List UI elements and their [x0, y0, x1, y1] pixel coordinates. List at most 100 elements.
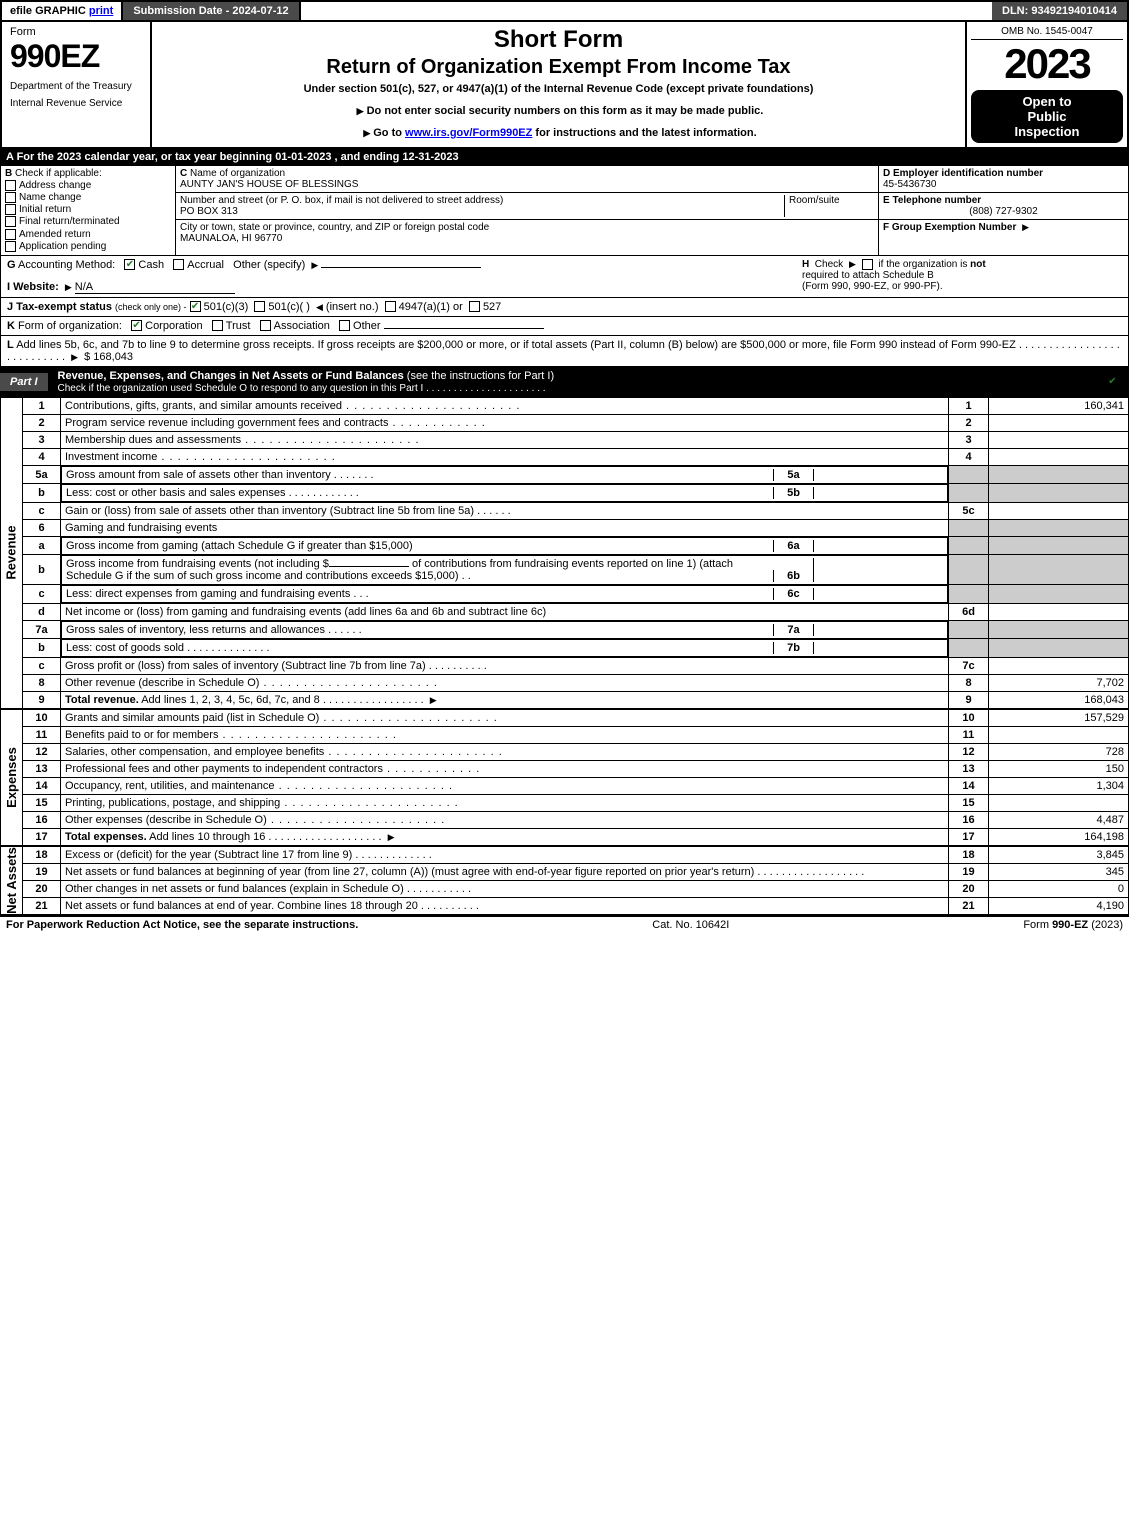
net-assets-section: Net Assets 18Excess or (deficit) for the…: [0, 846, 1129, 915]
other-specify-input[interactable]: [321, 267, 481, 268]
line-20: 20Other changes in net assets or fund ba…: [23, 880, 1129, 897]
header-center: Short Form Return of Organization Exempt…: [152, 22, 967, 147]
line-6a: aGross income from gaming (attach Schedu…: [23, 536, 1129, 555]
org-name-row: C Name of organization AUNTY JAN'S HOUSE…: [176, 166, 878, 193]
footer-left: For Paperwork Reduction Act Notice, see …: [6, 919, 358, 931]
line-7c: cGross profit or (loss) from sales of in…: [23, 657, 1129, 674]
line-1: 1Contributions, gifts, grants, and simil…: [23, 397, 1129, 414]
expenses-section: Expenses 10Grants and similar amounts pa…: [0, 709, 1129, 846]
line-8: 8Other revenue (describe in Schedule O)8…: [23, 674, 1129, 691]
inspection-badge: Open to Public Inspection: [971, 90, 1123, 143]
form-label: Form: [10, 26, 146, 38]
chk-501c[interactable]: [254, 301, 265, 312]
top-bar-left: efile GRAPHIC print Submission Date - 20…: [2, 2, 301, 20]
chk-schedule-o[interactable]: [1107, 376, 1118, 387]
chk-4947[interactable]: [385, 301, 396, 312]
chk-initial-return[interactable]: Initial return: [5, 204, 171, 215]
part-1-title: Revenue, Expenses, and Changes in Net As…: [58, 367, 1099, 397]
chk-schedule-b[interactable]: [862, 259, 873, 270]
expenses-side-label: Expenses: [0, 709, 22, 846]
line-17: 17Total expenses. Add lines 10 through 1…: [23, 828, 1129, 845]
line-21: 21Net assets or fund balances at end of …: [23, 897, 1129, 914]
subtitle: Under section 501(c), 527, or 4947(a)(1)…: [162, 83, 955, 95]
line-7a: 7aGross sales of inventory, less returns…: [23, 620, 1129, 639]
room-suite: Room/suite: [784, 195, 874, 217]
phone: (808) 727-9302: [883, 206, 1124, 217]
row-l: L Add lines 5b, 6c, and 7b to line 9 to …: [0, 336, 1129, 367]
line-6d: dNet income or (loss) from gaming and fu…: [23, 603, 1129, 620]
chk-other-org[interactable]: [339, 320, 350, 331]
chk-trust[interactable]: [212, 320, 223, 331]
line-6c: cLess: direct expenses from gaming and f…: [23, 585, 1129, 604]
chk-accrual[interactable]: [173, 259, 184, 270]
note-ssn: Do not enter social security numbers on …: [162, 105, 955, 117]
chk-cash[interactable]: [124, 259, 135, 270]
omb-number: OMB No. 1545-0047: [971, 26, 1123, 40]
revenue-side-label: Revenue: [0, 397, 22, 709]
chk-amended[interactable]: Amended return: [5, 229, 171, 240]
line-5b: bLess: cost or other basis and sales exp…: [23, 484, 1129, 503]
line-14: 14Occupancy, rent, utilities, and mainte…: [23, 777, 1129, 794]
po-box: PO BOX 313: [180, 206, 238, 217]
line-12: 12Salaries, other compensation, and empl…: [23, 743, 1129, 760]
chk-527[interactable]: [469, 301, 480, 312]
line-9: 9Total revenue. Add lines 1, 2, 3, 4, 5c…: [23, 691, 1129, 708]
line-4: 4Investment income4: [23, 448, 1129, 465]
tax-year: 2023: [971, 40, 1123, 88]
gross-receipts: $ 168,043: [84, 351, 133, 363]
page-footer: For Paperwork Reduction Act Notice, see …: [0, 915, 1129, 933]
chk-app-pending[interactable]: Application pending: [5, 241, 171, 252]
line-5c: cGain or (loss) from sale of assets othe…: [23, 502, 1129, 519]
chk-address-change[interactable]: Address change: [5, 180, 171, 191]
line-11: 11Benefits paid to or for members11: [23, 726, 1129, 743]
column-c: C Name of organization AUNTY JAN'S HOUSE…: [176, 166, 878, 255]
submission-date: Submission Date - 2024-07-12: [123, 2, 300, 20]
dept-irs: Internal Revenue Service: [10, 98, 146, 109]
chk-corporation[interactable]: [131, 320, 142, 331]
row-g-h: G Accounting Method: Cash Accrual Other …: [0, 256, 1129, 298]
line-16: 16Other expenses (describe in Schedule O…: [23, 811, 1129, 828]
part-1-tab: Part I: [0, 373, 48, 391]
form-number: 990EZ: [10, 38, 146, 75]
part-1-header: Part I Revenue, Expenses, and Changes in…: [0, 367, 1129, 397]
chk-association[interactable]: [260, 320, 271, 331]
note-instructions: Go to www.irs.gov/Form990EZ for instruct…: [162, 127, 955, 139]
footer-center: Cat. No. 10642I: [652, 919, 729, 931]
line-3: 3Membership dues and assessments3: [23, 431, 1129, 448]
expenses-table: 10Grants and similar amounts paid (list …: [22, 709, 1129, 846]
revenue-section: Revenue 1Contributions, gifts, grants, a…: [0, 397, 1129, 709]
city-row: City or town, state or province, country…: [176, 220, 878, 246]
dln-label: DLN: 93492194010414: [992, 2, 1127, 20]
chk-501c3[interactable]: [190, 301, 201, 312]
line-15: 15Printing, publications, postage, and s…: [23, 794, 1129, 811]
phone-cell: E Telephone number (808) 727-9302: [879, 193, 1128, 220]
top-bar: efile GRAPHIC print Submission Date - 20…: [0, 0, 1129, 22]
line-6: 6Gaming and fundraising events: [23, 519, 1129, 536]
line-19: 19Net assets or fund balances at beginni…: [23, 863, 1129, 880]
chk-final-return[interactable]: Final return/terminated: [5, 216, 171, 227]
dept-treasury: Department of the Treasury: [10, 81, 146, 92]
net-assets-table: 18Excess or (deficit) for the year (Subt…: [22, 846, 1129, 915]
group-exemption-cell: F Group Exemption Number: [879, 220, 1128, 235]
row-k: K Form of organization: Corporation Trus…: [0, 317, 1129, 336]
column-d: D Employer identification number 45-5436…: [878, 166, 1128, 255]
column-b: B Check if applicable: Address change Na…: [1, 166, 176, 255]
ein-cell: D Employer identification number 45-5436…: [879, 166, 1128, 193]
line-6b: bGross income from fundraising events (n…: [23, 555, 1129, 585]
footer-right: Form 990-EZ (2023): [1023, 919, 1123, 931]
title-short-form: Short Form: [162, 26, 955, 54]
ein: 45-5436730: [883, 179, 936, 190]
revenue-table: 1Contributions, gifts, grants, and simil…: [22, 397, 1129, 709]
section-a-bar: A For the 2023 calendar year, or tax yea…: [0, 149, 1129, 165]
net-assets-side-label: Net Assets: [0, 846, 22, 915]
address-row: Number and street (or P. O. box, if mail…: [176, 193, 878, 220]
print-link[interactable]: print: [89, 5, 113, 17]
line-7b: bLess: cost of goods sold . . . . . . . …: [23, 639, 1129, 658]
org-name: AUNTY JAN'S HOUSE OF BLESSINGS: [180, 179, 358, 190]
line-5a: 5aGross amount from sale of assets other…: [23, 465, 1129, 484]
chk-name-change[interactable]: Name change: [5, 192, 171, 203]
other-org-input[interactable]: [384, 328, 544, 329]
irs-link[interactable]: www.irs.gov/Form990EZ: [405, 127, 532, 139]
line-18: 18Excess or (deficit) for the year (Subt…: [23, 846, 1129, 863]
efile-print-button[interactable]: efile GRAPHIC print: [2, 2, 123, 20]
